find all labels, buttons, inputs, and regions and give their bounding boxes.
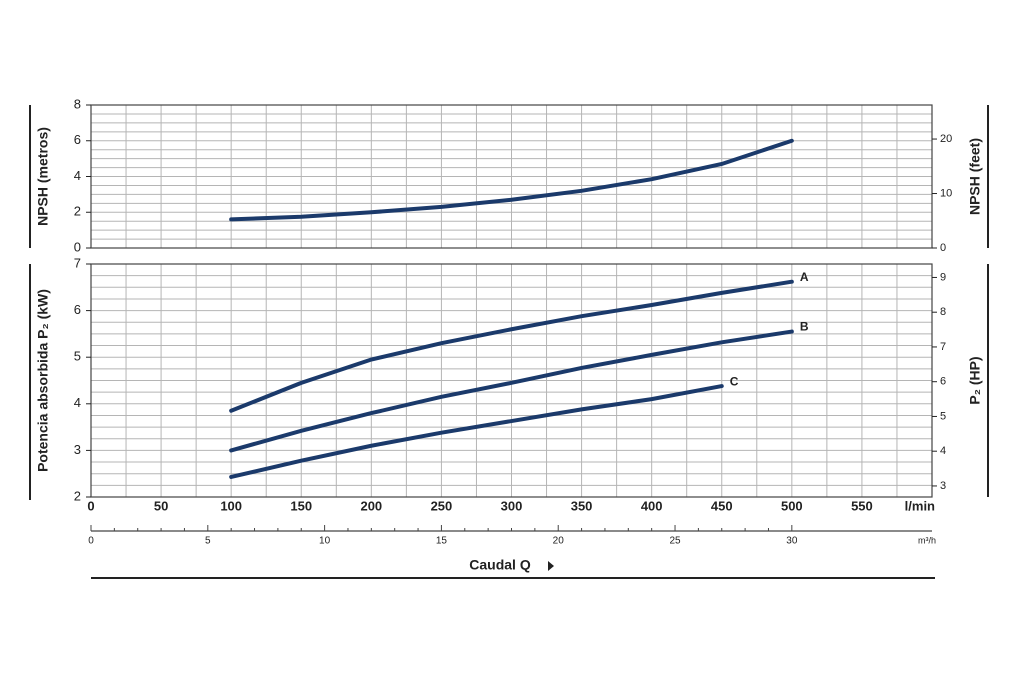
x2-tick-label: 25 (669, 536, 681, 547)
y-tick-label: 3 (74, 442, 81, 457)
curve (229, 279, 794, 413)
y-tick-label: 6 (74, 132, 81, 147)
curve-label: B (800, 320, 809, 334)
y-tick-label: 8 (74, 96, 81, 111)
x2-tick-label: 30 (786, 536, 798, 547)
curve (229, 329, 794, 453)
plot-frame (90, 263, 933, 498)
y2-axis-title: NPSH (feet) (967, 138, 983, 215)
y-tick-label: 2 (74, 488, 81, 503)
x2-axis-unit: m³/h (918, 535, 936, 545)
curve (229, 138, 794, 222)
y2-tick-label: 10 (940, 187, 952, 199)
x-tick-label: 450 (711, 498, 733, 513)
x2-tick-label: 15 (436, 536, 448, 547)
y2-tick-label: 5 (940, 410, 946, 422)
y2-tick-label: 3 (940, 480, 946, 492)
curve (229, 384, 724, 479)
y-tick-label: 0 (74, 239, 81, 254)
y2-tick-label: 20 (940, 133, 952, 145)
y2-tick-label: 0 (940, 242, 946, 254)
x-axis-title: Caudal Q (469, 557, 531, 573)
x-tick-label: 150 (290, 498, 312, 513)
x-axis-unit: l/min (905, 498, 935, 513)
x-tick-label: 200 (360, 498, 382, 513)
curve-label: C (730, 374, 739, 388)
curve-label: A (800, 270, 809, 284)
y2-tick-label: 8 (940, 306, 946, 318)
y-tick-label: 7 (74, 255, 81, 270)
x2-tick-label: 0 (88, 536, 94, 547)
y2-axis-title: P₂ (HP) (967, 356, 983, 404)
y-tick-label: 6 (74, 302, 81, 317)
y-axis-title: NPSH (metros) (35, 127, 51, 226)
y-tick-label: 5 (74, 349, 81, 364)
y2-tick-label: 9 (940, 271, 946, 283)
x-tick-label: 100 (220, 498, 242, 513)
x-tick-label: 0 (87, 498, 94, 513)
y-tick-label: 4 (74, 168, 81, 183)
x-tick-label: 300 (501, 498, 523, 513)
y-tick-label: 4 (74, 395, 81, 410)
x2-tick-label: 5 (205, 536, 211, 547)
x-tick-label: 250 (431, 498, 453, 513)
x-tick-label: 500 (781, 498, 803, 513)
y2-tick-label: 4 (940, 445, 946, 457)
arrow (548, 561, 554, 571)
y2-tick-label: 6 (940, 376, 946, 388)
y-axis-title: Potencia absorbida P₂ (kW) (35, 289, 51, 472)
x-tick-label: 350 (571, 498, 593, 513)
x-tick-label: 400 (641, 498, 663, 513)
x-tick-label: 50 (154, 498, 168, 513)
x2-tick-label: 10 (319, 536, 331, 547)
x2-tick-label: 20 (553, 536, 565, 547)
y2-tick-label: 7 (940, 341, 946, 353)
x-tick-label: 550 (851, 498, 873, 513)
y-tick-label: 2 (74, 204, 81, 219)
